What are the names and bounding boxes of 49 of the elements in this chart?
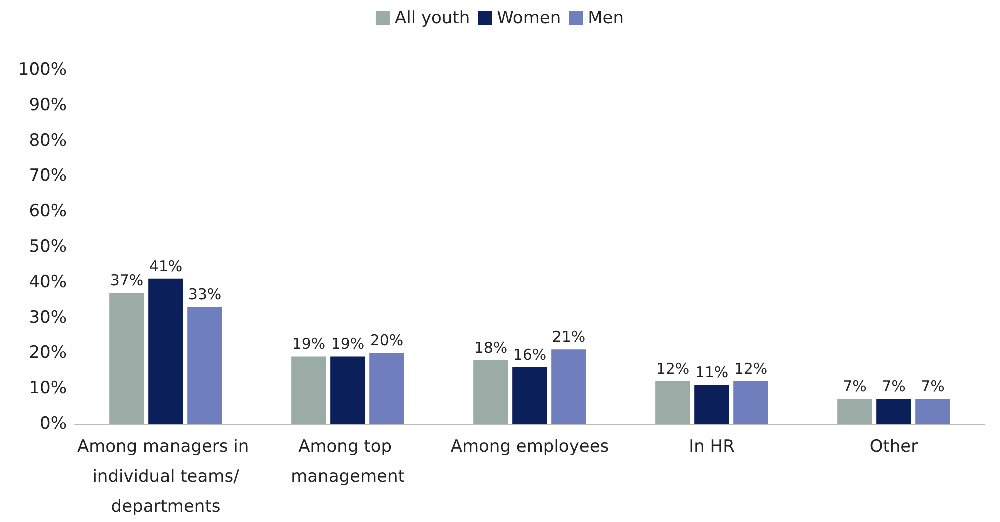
data-label: 12% bbox=[734, 360, 768, 378]
y-tick-label: 0% bbox=[40, 414, 67, 434]
bar bbox=[916, 399, 950, 424]
x-tick-label: Other bbox=[870, 437, 918, 457]
bar bbox=[734, 382, 768, 424]
y-tick-label: 20% bbox=[29, 343, 67, 364]
data-label: 20% bbox=[370, 332, 404, 350]
y-tick-label: 70% bbox=[29, 166, 67, 186]
data-label: 33% bbox=[188, 286, 222, 304]
x-tick-label: Among top management bbox=[291, 437, 406, 487]
data-label: 7% bbox=[843, 378, 867, 396]
y-tick-label: 30% bbox=[29, 308, 67, 328]
bar bbox=[838, 399, 872, 424]
data-label: 19% bbox=[331, 335, 365, 354]
y-tick-label: 40% bbox=[29, 272, 67, 292]
y-tick-label: 10% bbox=[29, 378, 67, 399]
bar bbox=[656, 382, 690, 424]
y-tick-label: 60% bbox=[29, 202, 67, 222]
y-tick-label: 90% bbox=[29, 95, 67, 116]
y-tick-label: 50% bbox=[29, 237, 67, 257]
data-label: 12% bbox=[656, 360, 690, 378]
data-label: 7% bbox=[921, 378, 945, 396]
data-label: 41% bbox=[149, 257, 183, 276]
data-label: 21% bbox=[552, 328, 586, 346]
x-tick-label: Among employees bbox=[450, 437, 610, 457]
data-label: 37% bbox=[110, 272, 144, 290]
bar bbox=[110, 293, 144, 424]
data-label: 7% bbox=[882, 378, 906, 396]
legend-label: Women bbox=[497, 8, 562, 28]
data-label: 18% bbox=[474, 338, 508, 357]
data-label: 19% bbox=[292, 335, 326, 354]
legend-label: All youth bbox=[394, 8, 470, 28]
x-tick-label: In HR bbox=[689, 437, 736, 457]
bar bbox=[876, 399, 912, 424]
bar bbox=[694, 385, 730, 424]
bar bbox=[330, 356, 366, 424]
bar bbox=[370, 353, 404, 424]
x-tick-label: Among managers in individual teams/departments bbox=[77, 437, 255, 517]
bar bbox=[292, 356, 326, 424]
bar bbox=[474, 360, 508, 424]
data-label: 11% bbox=[695, 364, 729, 382]
y-tick-label: 80% bbox=[29, 130, 67, 151]
y-tick-label: 100% bbox=[18, 60, 67, 80]
bar bbox=[552, 350, 586, 424]
data-label: 16% bbox=[513, 346, 547, 364]
bar bbox=[148, 278, 184, 424]
bar bbox=[188, 307, 222, 424]
legend-label: Men bbox=[588, 8, 624, 28]
bar bbox=[512, 367, 548, 424]
